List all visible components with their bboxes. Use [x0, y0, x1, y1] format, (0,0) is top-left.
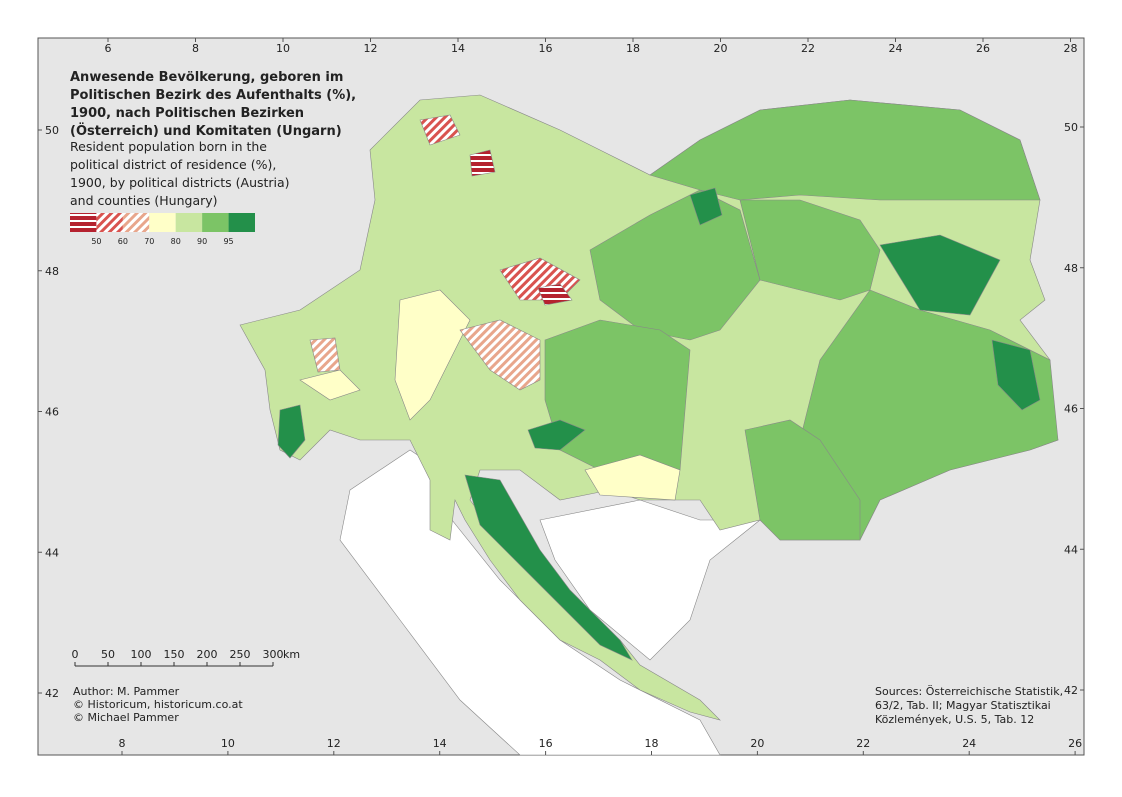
graticule-label: 6	[105, 42, 112, 55]
graticule-label: 50	[45, 124, 59, 137]
graticule-label: 8	[119, 737, 126, 750]
legend-swatch	[96, 213, 123, 232]
scale-label: 250	[230, 648, 251, 661]
region	[589, 189, 761, 341]
legend: 50 60 70 80 90 95	[70, 213, 255, 246]
graticule-label: 46	[1064, 403, 1078, 416]
graticule-label: 10	[221, 737, 235, 750]
region	[469, 149, 496, 177]
region	[689, 187, 723, 226]
graticule-label: 22	[801, 42, 815, 55]
graticule-label: 12	[364, 42, 378, 55]
subtitle-line: 1900, by political districts (Austria)	[70, 175, 290, 190]
graticule-label: 14	[451, 42, 465, 55]
graticule-label: 16	[539, 737, 553, 750]
legend-label: 70	[144, 237, 154, 246]
region	[419, 114, 461, 146]
graticule-label: 8	[192, 42, 199, 55]
graticule-label: 20	[714, 42, 728, 55]
legend-label: 90	[197, 237, 207, 246]
region	[991, 339, 1041, 411]
graticule-label: 48	[45, 265, 59, 278]
region	[394, 289, 471, 421]
graticule-label: 16	[539, 42, 553, 55]
scale-label: 0	[72, 648, 79, 661]
legend-label: 60	[118, 237, 128, 246]
graticule-label: 12	[327, 737, 341, 750]
scale-label: 150	[164, 648, 185, 661]
graticule-label: 42	[45, 687, 59, 700]
legend-swatch	[202, 213, 229, 232]
subtitle-line: political district of residence (%),	[70, 157, 276, 172]
graticule-label: 14	[433, 737, 447, 750]
region	[277, 404, 306, 459]
region	[527, 419, 586, 451]
region	[459, 319, 541, 391]
region	[649, 99, 1041, 201]
region	[537, 283, 573, 306]
scale-label: 100	[131, 648, 152, 661]
legend-label: 95	[223, 237, 233, 246]
title-line: Politischen Bezirk des Aufenthalts (%),	[70, 88, 356, 103]
author-line: © Michael Pammer	[73, 711, 179, 724]
subtitle-line: and counties (Hungary)	[70, 193, 218, 208]
graticule-label: 20	[750, 737, 764, 750]
graticule-label: 24	[889, 42, 903, 55]
graticule-label: 26	[1068, 737, 1082, 750]
legend-label: 50	[91, 237, 101, 246]
legend-swatch	[122, 213, 150, 232]
texts: Anwesende Bevölkerung, geboren im Politis…	[38, 38, 1084, 755]
region	[309, 337, 341, 373]
subtitle-line: Resident population born in the	[70, 139, 267, 154]
legend-swatch	[228, 213, 255, 232]
scale-bar: 0 50 100 150 200 250 300 km	[72, 648, 300, 667]
author-line: Author: M. Pammer	[73, 685, 180, 698]
scale-label: 50	[101, 648, 115, 661]
legend-label: 80	[171, 237, 181, 246]
scale-unit: km	[283, 648, 300, 661]
graticule-label: 18	[645, 737, 659, 750]
region	[584, 454, 681, 501]
graticule-label: 44	[1064, 543, 1078, 556]
graticule-label: 22	[856, 737, 870, 750]
graticule-label: 46	[45, 406, 59, 419]
graticule-label: 50	[1064, 121, 1078, 134]
scale-label: 200	[197, 648, 218, 661]
territory	[239, 94, 1059, 756]
region	[744, 419, 861, 541]
graticule-label: 18	[626, 42, 640, 55]
scale-label: 300	[263, 648, 284, 661]
bosnia	[539, 499, 761, 661]
graticule-label: 28	[1064, 42, 1078, 55]
legend-swatch	[70, 213, 97, 232]
graticule-label: 44	[45, 546, 59, 559]
legend-swatch	[149, 213, 176, 232]
source-line: 63/2, Tab. II; Magyar Statisztikai	[875, 699, 1051, 712]
legend-swatch	[175, 213, 203, 232]
author-line: © Historicum, historicum.co.at	[73, 698, 243, 711]
title-line: Anwesende Bevölkerung, geboren im	[70, 70, 343, 85]
graticule-label: 48	[1064, 262, 1078, 275]
graticule-label: 42	[1064, 684, 1078, 697]
graticule-label: 10	[276, 42, 290, 55]
region	[299, 369, 361, 401]
graticule-label: 26	[976, 42, 990, 55]
graticule-label: 24	[962, 737, 976, 750]
source-line: Sources: Österreichische Statistik,	[875, 685, 1063, 698]
region	[879, 234, 1001, 316]
title-line: 1900, nach Politischen Bezirken	[70, 106, 304, 121]
source-line: Közlemények, U.S. 5, Tab. 12	[875, 713, 1034, 726]
region	[464, 474, 633, 661]
title-line: (Österreich) und Komitaten (Ungarn)	[70, 123, 342, 139]
